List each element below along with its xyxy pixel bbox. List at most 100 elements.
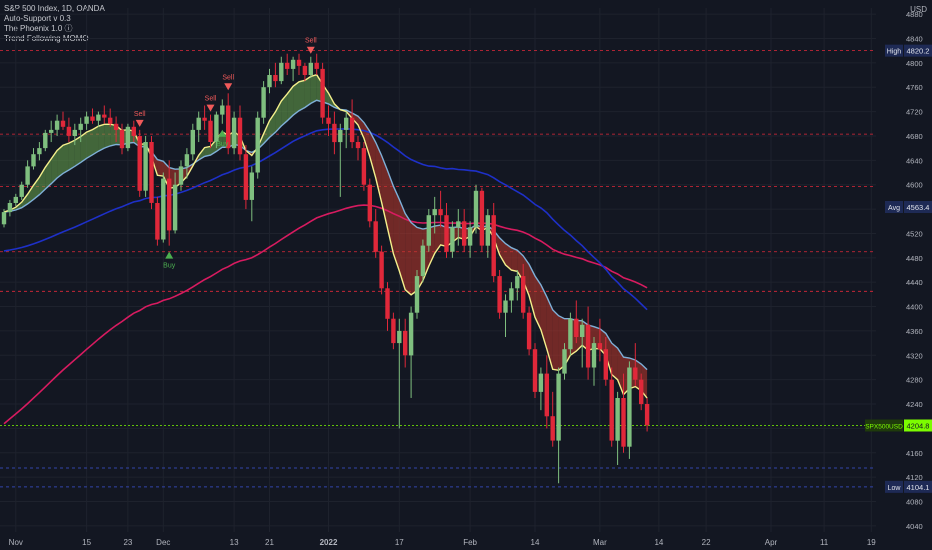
high-tag-value: 4820.2: [907, 47, 930, 56]
ema-long-line: [3, 204, 648, 425]
candle-body: [526, 312, 532, 350]
sell-signal-label: Sell: [134, 111, 146, 118]
sell-signal-label: Sell: [305, 38, 317, 45]
candle-body: [639, 379, 644, 405]
momo-cloud-segment: [523, 255, 530, 296]
y-tick-label: 4640: [906, 156, 923, 165]
candle-body: [49, 129, 54, 133]
candle-body: [349, 117, 355, 143]
candle-body: [503, 300, 508, 313]
candle-body: [420, 245, 426, 277]
time-axis-bg: [0, 532, 932, 550]
momo-cloud-segment: [74, 136, 81, 167]
candle-body: [226, 105, 231, 149]
candle-body: [538, 373, 544, 392]
momo-cloud-segment: [293, 81, 299, 116]
candle-body: [125, 126, 131, 149]
x-tick-label: Apr: [765, 538, 778, 547]
x-tick-label: 14: [654, 538, 663, 547]
high-tag-name: High: [887, 49, 902, 56]
y-tick-label: 4160: [906, 449, 923, 458]
candle-body: [414, 276, 420, 313]
candle-body: [243, 154, 249, 200]
indicator-phoenix[interactable]: The Phoenix 1.0 ⓘ: [4, 24, 73, 33]
momo-cloud-segment: [39, 167, 46, 195]
candle-body: [615, 398, 620, 441]
x-tick-label: 22: [702, 538, 711, 547]
x-tick-label: 13: [230, 538, 239, 547]
candle-body: [580, 324, 585, 337]
candle-body: [31, 154, 36, 167]
candle-body: [184, 154, 190, 167]
candle-body: [202, 117, 207, 121]
candle-body: [644, 404, 650, 426]
y-tick-label: 4680: [906, 132, 923, 141]
momo-cloud-segment: [98, 124, 105, 152]
candle-body: [556, 373, 561, 441]
candle-body: [515, 276, 520, 289]
candle-body: [167, 178, 172, 231]
candle-body: [473, 190, 479, 228]
momo-cloud-segment: [399, 199, 406, 290]
avg-tag-name-bg: [885, 200, 903, 213]
y-tick-label: 4720: [906, 108, 923, 117]
low-tag-name-bg: [885, 480, 903, 493]
candle-body: [338, 129, 343, 143]
price-tag-value-bg: [904, 419, 932, 432]
symbol-title[interactable]: S&P 500 Index, 1D, OANDA: [4, 4, 105, 13]
candle-body: [308, 62, 313, 75]
candle-body: [574, 318, 579, 337]
sell-signal-label: Sell: [222, 74, 234, 81]
candle-body: [485, 215, 490, 246]
candle-body: [332, 123, 337, 143]
high-tag-name-bg: [885, 44, 903, 57]
y-tick-label: 4480: [906, 254, 923, 263]
y-tick-label: 4840: [906, 34, 923, 43]
ema-slow-line: [3, 99, 648, 371]
candle-body: [178, 166, 184, 185]
momo-cloud-segment: [287, 86, 294, 121]
y-tick-label: 4400: [906, 303, 923, 312]
y-tick-label: 4040: [906, 522, 923, 531]
candle-body: [633, 367, 638, 380]
momo-cloud-segment: [369, 131, 376, 178]
candle-body: [344, 117, 349, 130]
x-tick-label: 21: [265, 538, 274, 547]
buy-signal-arrow: [165, 251, 174, 259]
x-tick-label: Dec: [156, 538, 170, 547]
candle-body: [84, 116, 89, 124]
candle-body: [562, 349, 567, 374]
candle-body: [479, 190, 485, 246]
momo-cloud-segment: [51, 150, 58, 184]
x-tick-label: 11: [820, 538, 829, 547]
momo-cloud-segment: [499, 237, 506, 265]
candle-body: [385, 288, 390, 319]
momo-cloud-segment: [505, 243, 512, 271]
momo-cloud-segment: [80, 132, 87, 163]
candle-body: [408, 312, 414, 356]
indicator-auto-support[interactable]: Auto-Support v 0.3: [4, 14, 71, 23]
candle-body: [161, 178, 166, 240]
momo-cloud-segment: [263, 120, 270, 144]
candle-body: [444, 215, 449, 252]
candle-body: [54, 120, 60, 130]
candle-body: [550, 416, 555, 441]
candle-body: [462, 221, 467, 246]
candle-body: [13, 196, 18, 203]
candle-body: [361, 148, 367, 185]
x-tick-label: 17: [395, 538, 404, 547]
candle-body: [249, 172, 254, 200]
candle-body: [60, 120, 66, 127]
candle-body: [66, 126, 72, 136]
momo-cloud-segment: [275, 101, 282, 133]
candle-body: [267, 75, 272, 88]
candle-body: [491, 215, 496, 277]
candle-body: [627, 367, 632, 447]
sma-50-line: [3, 127, 648, 311]
candle-body: [290, 59, 296, 69]
low-tag-value-bg: [904, 480, 932, 493]
candle-body: [131, 126, 136, 136]
x-tick-label: 19: [867, 538, 876, 547]
candle-body: [255, 117, 260, 173]
